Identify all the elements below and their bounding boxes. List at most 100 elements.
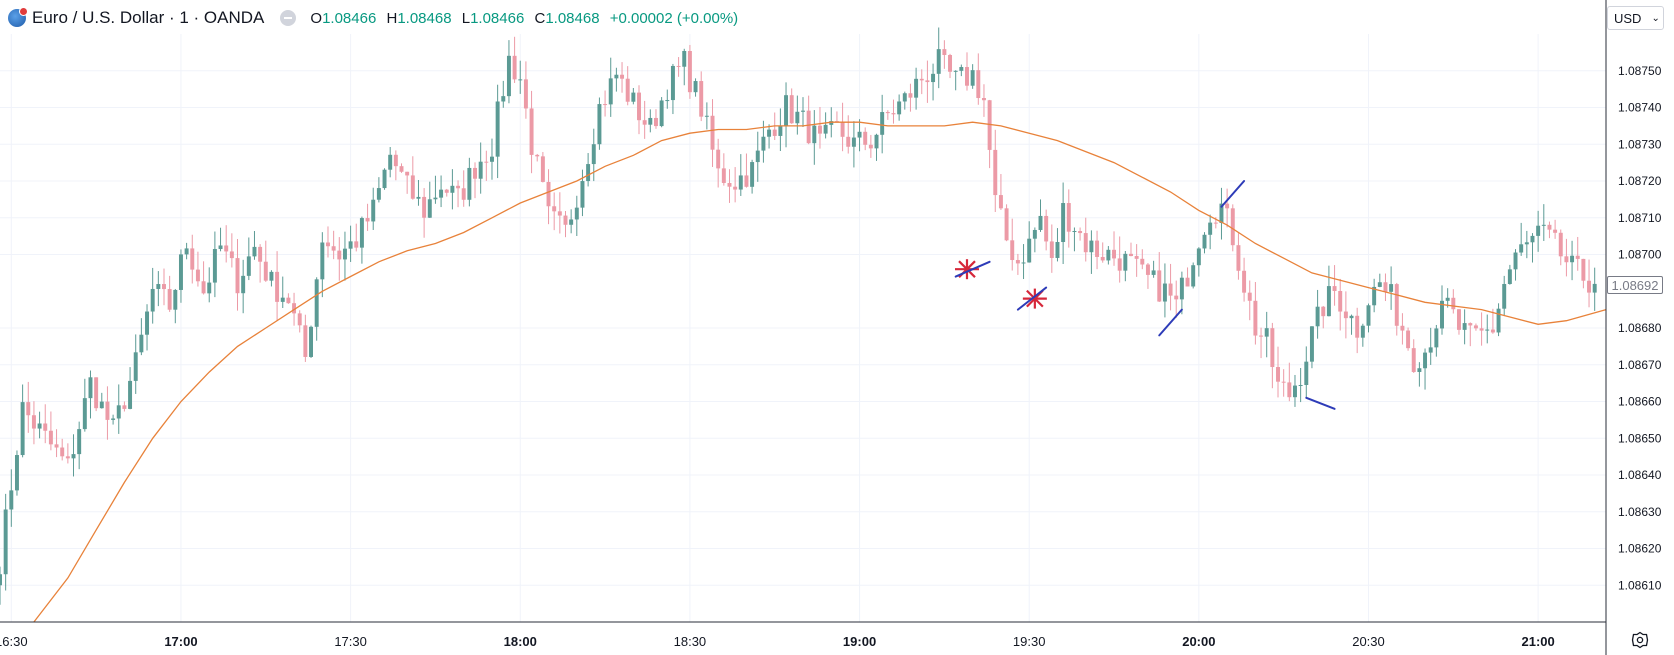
candle-body xyxy=(1383,282,1388,292)
chevron-down-icon: ⌄ xyxy=(1651,12,1660,24)
candle-body xyxy=(919,78,924,81)
candle-body xyxy=(77,429,82,455)
candle-series xyxy=(0,27,1597,605)
collapse-legend-button[interactable] xyxy=(280,10,297,26)
candle-body xyxy=(1242,270,1247,293)
candle-body xyxy=(26,402,31,416)
moving-average-line xyxy=(33,121,1607,623)
candle-body xyxy=(880,112,885,135)
price-tick-label: 1.08700 xyxy=(1618,248,1662,262)
price-tick-label: 1.08750 xyxy=(1618,64,1662,78)
candle-body xyxy=(1061,203,1066,243)
axes xyxy=(0,0,1607,655)
candle-body xyxy=(275,271,280,302)
candle-body xyxy=(212,248,217,283)
candle-body xyxy=(586,164,591,182)
candle-body xyxy=(1326,286,1331,317)
time-tick-label: 18:30 xyxy=(674,634,707,649)
candle-body xyxy=(393,154,398,167)
candle-body xyxy=(1406,330,1411,349)
candle-body xyxy=(1434,328,1439,348)
price-tick-label: 1.08660 xyxy=(1618,395,1662,409)
candle-body xyxy=(252,246,257,257)
candle-body xyxy=(320,242,325,280)
currency-select-button[interactable]: USD ⌄ xyxy=(1607,6,1664,30)
candle-body xyxy=(704,115,709,117)
candle-body xyxy=(128,380,133,409)
time-axis-labels[interactable]: 16:30 17:00 17:30 18:00 18:30 19:00 19:30 20:00… xyxy=(0,634,1555,649)
candle-body xyxy=(1219,203,1224,223)
candle-body xyxy=(1502,283,1507,309)
candle-body xyxy=(190,248,195,270)
time-tick-label: 18:00 xyxy=(504,634,537,649)
candle-body xyxy=(1236,245,1241,271)
candle-body xyxy=(1541,224,1546,226)
open-label: O xyxy=(310,9,323,27)
candle-body xyxy=(925,80,930,83)
time-tick-label: 17:00 xyxy=(164,634,197,649)
candle-body xyxy=(631,92,636,102)
candle-body xyxy=(1247,292,1252,301)
high-value: 1.08468 xyxy=(397,9,452,27)
candle-body xyxy=(207,282,212,294)
candle-body xyxy=(851,137,856,147)
candle-body xyxy=(574,207,579,220)
candle-body xyxy=(569,219,574,225)
candle-body xyxy=(1208,222,1213,235)
candle-body xyxy=(948,54,953,72)
candle-body xyxy=(342,248,347,260)
candle-body xyxy=(439,189,444,198)
time-tick-label: 21:00 xyxy=(1522,634,1555,649)
candle-body xyxy=(309,326,314,357)
candle-body xyxy=(399,166,404,172)
price-axis-labels[interactable]: 1.08750 1.08740 1.08730 1.08720 1.08710 1.087… xyxy=(1618,64,1662,593)
candle-body xyxy=(959,67,964,71)
candle-body xyxy=(150,288,155,312)
candle-body xyxy=(778,126,783,136)
candle-body xyxy=(269,271,274,281)
candle-body xyxy=(1338,290,1343,312)
candle-body xyxy=(1151,270,1156,275)
candle-body xyxy=(235,258,240,294)
candle-body xyxy=(993,149,998,196)
candle-body xyxy=(99,401,104,409)
candle-body xyxy=(1134,256,1139,259)
trend-line-annotation xyxy=(1016,286,1048,311)
price-tick-label: 1.08630 xyxy=(1618,505,1662,519)
candle-body xyxy=(1394,284,1399,326)
candle-body xyxy=(653,117,658,127)
candle-body xyxy=(167,289,172,310)
candle-body xyxy=(857,131,862,138)
candle-body xyxy=(891,113,896,115)
candle-body xyxy=(908,93,913,98)
candle-body xyxy=(162,284,166,290)
candle-body xyxy=(738,175,743,190)
candle-body xyxy=(473,167,477,179)
candle-body xyxy=(1202,234,1207,249)
candle-body xyxy=(1292,385,1297,398)
candle-body xyxy=(218,245,223,249)
candle-body xyxy=(767,129,772,137)
candle-body xyxy=(1225,203,1230,209)
price-tick-label: 1.08650 xyxy=(1618,431,1662,445)
currency-label: USD xyxy=(1614,10,1642,26)
symbol-title[interactable]: Euro / U.S. Dollar · 1 · OANDA xyxy=(32,8,265,27)
candle-body xyxy=(863,131,868,145)
candle-body xyxy=(1417,368,1422,372)
candle-body xyxy=(1055,242,1060,258)
candle-body xyxy=(1078,231,1083,234)
candle-body xyxy=(846,136,851,147)
candle-body xyxy=(1440,300,1444,329)
candle-body xyxy=(450,185,455,193)
chart-settings-button[interactable] xyxy=(1630,630,1650,650)
candle-body xyxy=(292,303,297,314)
candle-body xyxy=(1044,215,1049,242)
candle-body xyxy=(31,415,36,429)
candle-body xyxy=(506,55,511,97)
candle-body xyxy=(1162,283,1167,302)
candle-body xyxy=(297,313,302,326)
candle-body xyxy=(1479,328,1484,331)
candle-body xyxy=(699,81,704,117)
candle-body xyxy=(1276,367,1280,382)
